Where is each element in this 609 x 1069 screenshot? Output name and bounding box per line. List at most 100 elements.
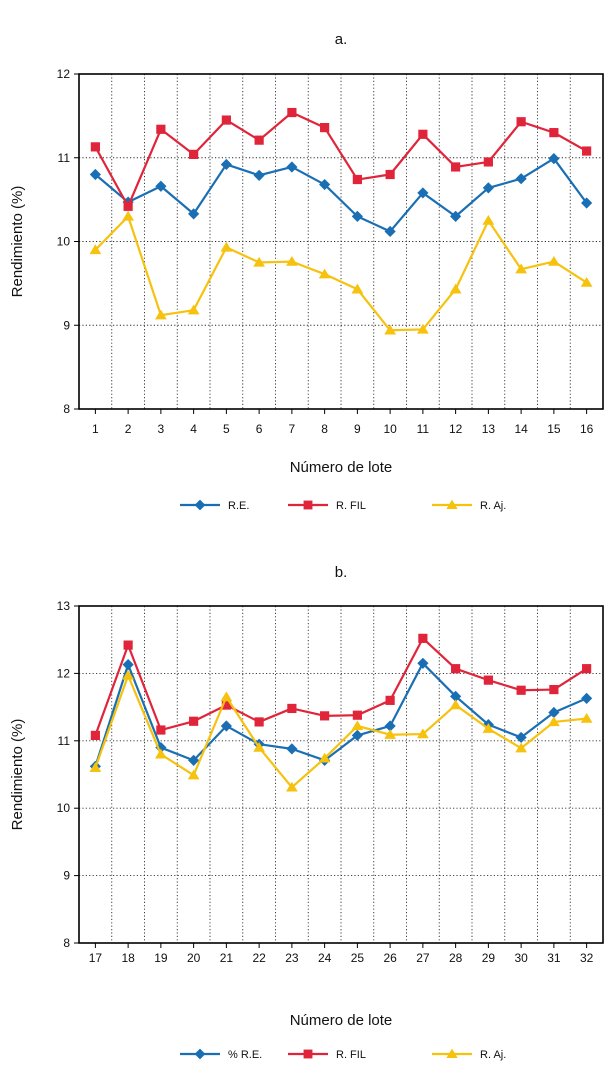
x-tick-label: 3 xyxy=(158,422,165,436)
data-point xyxy=(581,197,593,209)
x-tick-label: 11 xyxy=(417,422,430,436)
data-point xyxy=(482,182,494,194)
y-axis-label: Rendimiento (%) xyxy=(9,186,26,298)
legend-item: R. Aj. xyxy=(432,1048,506,1061)
series-square xyxy=(90,107,592,211)
x-tick-label: 8 xyxy=(321,422,328,436)
data-point xyxy=(351,729,363,742)
chart-panel-b: b. 8 9 10 11 12 13 17 18 19 20 21 22 23 24 25 26 27 28 29 30… xyxy=(9,564,604,1061)
legend-label: R.E. xyxy=(228,500,249,512)
data-point xyxy=(483,675,493,685)
panel-title: a. xyxy=(335,31,348,48)
data-point xyxy=(287,107,297,118)
data-point xyxy=(482,723,495,733)
y-tick-label: 9 xyxy=(63,869,70,883)
data-point xyxy=(515,263,528,274)
plot-frame xyxy=(78,73,604,410)
data-point xyxy=(286,743,298,755)
data-point xyxy=(416,728,429,739)
series-line xyxy=(94,215,588,332)
grid xyxy=(79,74,603,409)
legend-marker xyxy=(194,1048,206,1060)
data-point xyxy=(417,187,429,199)
x-tick-label: 22 xyxy=(252,951,266,965)
data-point xyxy=(351,720,364,731)
legend-label: % R.E. xyxy=(228,1049,262,1061)
data-point xyxy=(580,712,593,723)
data-point xyxy=(221,115,231,125)
x-tick-label: 29 xyxy=(482,951,496,965)
y-tick-label: 9 xyxy=(63,318,70,332)
x-tick-label: 31 xyxy=(547,951,561,965)
legend-item: R. FIL xyxy=(288,500,366,512)
x-tick-label: 15 xyxy=(547,422,561,436)
data-point xyxy=(580,276,593,287)
y-tick-label: 8 xyxy=(63,402,70,416)
data-point xyxy=(582,664,592,674)
data-point xyxy=(351,210,363,222)
x-axis-label: Número de lote xyxy=(290,459,393,476)
data-point xyxy=(450,690,462,702)
data-point xyxy=(189,716,199,726)
data-point xyxy=(286,161,298,173)
x-tick-label: 19 xyxy=(154,951,168,965)
data-point xyxy=(122,210,135,221)
x-tick-label: 9 xyxy=(354,422,361,436)
data-point xyxy=(547,716,560,727)
y-tick-label: 11 xyxy=(58,734,71,748)
data-point xyxy=(188,208,200,220)
legend: % R.E. R. FIL R. Aj. xyxy=(180,1048,506,1061)
y-tick-label: 10 xyxy=(57,235,71,249)
data-point xyxy=(320,711,330,721)
x-tick-label: 26 xyxy=(383,951,397,965)
series-diamond xyxy=(89,152,593,238)
data-point xyxy=(254,717,264,727)
legend-marker xyxy=(303,500,313,510)
legend-label: R. Aj. xyxy=(480,500,506,512)
data-point xyxy=(89,168,101,181)
data-point xyxy=(548,706,560,719)
plot-frame xyxy=(78,605,604,944)
legend-marker xyxy=(194,499,206,511)
data-point xyxy=(352,174,362,185)
legend-marker xyxy=(446,1048,458,1059)
grid xyxy=(79,606,603,943)
data-point xyxy=(515,742,528,753)
data-point xyxy=(285,781,298,792)
x-tick-label: 24 xyxy=(318,951,332,965)
y-tick-label: 13 xyxy=(57,599,71,613)
data-point xyxy=(189,149,199,159)
data-point xyxy=(417,657,429,669)
data-point xyxy=(385,695,395,705)
data-point xyxy=(122,659,134,671)
data-point xyxy=(384,720,396,732)
legend-marker xyxy=(446,499,458,510)
x-tick-label: 13 xyxy=(482,422,496,436)
series-line xyxy=(94,662,588,768)
legend-marker xyxy=(303,1049,313,1059)
data-point xyxy=(385,169,395,180)
x-tick-label: 20 xyxy=(187,951,201,965)
legend-label: R. FIL xyxy=(336,500,366,512)
x-tick-label: 16 xyxy=(580,422,594,436)
x-tick-label: 28 xyxy=(449,951,463,965)
data-point xyxy=(451,664,461,674)
series-line xyxy=(94,157,588,233)
data-point xyxy=(582,146,592,156)
x-tick-label: 6 xyxy=(256,422,263,436)
series-diamond xyxy=(89,657,593,773)
data-point xyxy=(187,769,200,780)
series-triangle xyxy=(89,669,593,792)
y-tick-label: 10 xyxy=(57,801,71,815)
data-point xyxy=(188,754,200,766)
data-point xyxy=(352,710,362,720)
data-point xyxy=(418,633,428,643)
data-point xyxy=(89,244,102,255)
x-tick-label: 10 xyxy=(383,422,397,436)
data-point xyxy=(320,123,330,133)
data-point xyxy=(154,309,167,320)
data-point xyxy=(90,142,100,152)
data-point xyxy=(253,169,265,181)
data-point xyxy=(549,128,559,138)
